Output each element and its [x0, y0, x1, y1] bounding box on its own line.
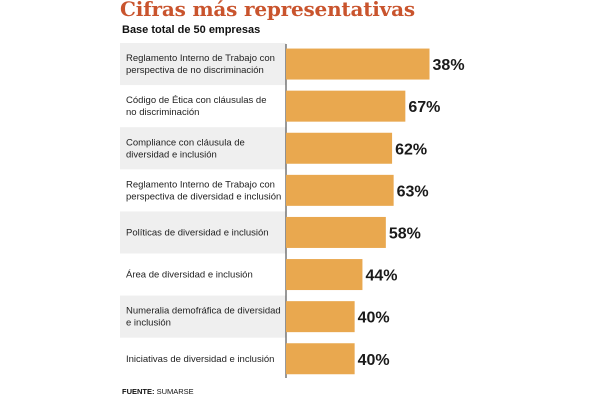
bar	[286, 259, 363, 291]
category-label: Políticas de diversidad e inclusión	[126, 227, 269, 238]
category-label: Compliance con cláusula de diversidad e i…	[126, 137, 245, 160]
row-background	[120, 43, 286, 86]
category-label: Iniciativas de diversidad e inclusión	[126, 354, 274, 365]
source-text: SUMARSE	[156, 387, 194, 396]
bar	[286, 216, 386, 248]
category-label: Código de Ética con cláusulas de no discr…	[126, 95, 266, 118]
bar	[286, 174, 394, 206]
category-label: Reglamento Interno de Trabajo con perspec…	[126, 53, 275, 76]
value-label: 58%	[389, 225, 421, 242]
row-background	[120, 295, 286, 338]
value-label: 40%	[358, 310, 390, 327]
source-label: FUENTE:	[122, 387, 155, 396]
row-background	[120, 211, 286, 254]
bar	[286, 132, 393, 164]
bar	[286, 301, 355, 333]
value-label: 38%	[433, 57, 465, 74]
category-label: Reglamento Interno de Trabajo con perspec…	[126, 179, 281, 202]
value-label: 63%	[397, 183, 429, 200]
value-label: 67%	[408, 99, 440, 116]
value-label: 40%	[358, 352, 390, 369]
chart-subtitle: Base total de 50 empresas	[122, 24, 261, 36]
category-label: Numeralia demofráfica de diversidad e inc…	[126, 306, 281, 329]
chart-title: Cifras más representativas	[120, 0, 415, 21]
bar	[286, 48, 430, 80]
row-background	[120, 127, 286, 170]
source-note: FUENTE: SUMARSE	[122, 387, 194, 396]
bar	[286, 90, 406, 122]
category-label: Área de diversidad e inclusión	[126, 270, 253, 281]
bar	[286, 343, 355, 375]
value-label: 62%	[395, 141, 427, 158]
value-label: 44%	[365, 268, 397, 285]
